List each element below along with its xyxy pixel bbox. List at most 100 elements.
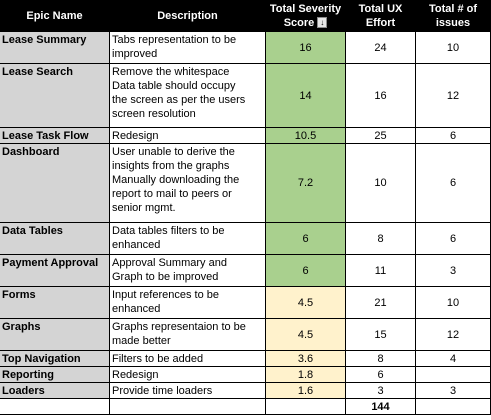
epic-name-cell-value: Loaders (2, 385, 45, 397)
header-total-severity[interactable]: Total Severity Score ↓ (266, 0, 346, 32)
ux-effort-cell[interactable]: 10 (346, 144, 416, 223)
epic-name-cell[interactable]: Dashboard (0, 144, 110, 223)
description-cell[interactable]: Input references to be enhanced (110, 287, 266, 319)
epic-name-cell[interactable]: Reporting (0, 367, 110, 383)
description-cell[interactable]: Filters to be added (110, 351, 266, 367)
header-epic-name[interactable]: Epic Name (0, 0, 110, 32)
sort-filter-icon[interactable]: ↓ (317, 17, 328, 29)
issues-cell[interactable] (416, 367, 491, 383)
issues-cell[interactable]: 4 (416, 351, 491, 367)
issues-cell[interactable]: 12 (416, 64, 491, 128)
ux-effort-cell[interactable]: 3 (346, 383, 416, 399)
description-cell[interactable]: Tabs representation to be improved (110, 32, 266, 64)
issues-cell[interactable]: 6 (416, 144, 491, 223)
epic-name-cell[interactable]: Forms (0, 287, 110, 319)
issues-cell[interactable]: 6 (416, 128, 491, 144)
severity-cell[interactable]: 4.5 (266, 287, 346, 319)
severity-cell-value: 7.2 (297, 177, 314, 189)
ux-effort-cell[interactable]: 25 (346, 128, 416, 144)
description-cell[interactable]: Redesign (110, 367, 266, 383)
total-empty-cell[interactable] (110, 399, 266, 415)
ux-effort-cell[interactable]: 15 (346, 319, 416, 351)
epic-name-cell[interactable]: Top Navigation (0, 351, 110, 367)
severity-cell-value: 10.5 (294, 129, 317, 142)
description-cell[interactable]: Remove the whitespace Data table should … (110, 64, 266, 128)
ux-effort-cell[interactable]: 11 (346, 255, 416, 287)
issues-cell-value: 12 (446, 328, 460, 341)
header-severity-line1: Total Severity (269, 2, 342, 15)
total-ux-effort-cell[interactable]: 144 (346, 399, 416, 415)
total-ux-effort-value: 144 (371, 400, 390, 413)
ux-effort-cell-value: 8 (377, 352, 384, 365)
severity-cell[interactable]: 3.6 (266, 351, 346, 367)
issues-cell[interactable]: 3 (416, 255, 491, 287)
ux-effort-cell[interactable]: 8 (346, 223, 416, 255)
epic-name-cell[interactable]: Data Tables (0, 223, 110, 255)
description-cell[interactable]: Provide time loaders (110, 383, 266, 399)
epic-name-cell[interactable]: Lease Search (0, 64, 110, 128)
epic-name-cell[interactable]: Loaders (0, 383, 110, 399)
severity-cell-value: 4.5 (297, 296, 314, 309)
description-cell-value: Tabs representation to be improved (112, 34, 237, 60)
description-cell-value: Redesign (112, 130, 159, 142)
epic-name-cell-value: Payment Approval (2, 257, 99, 269)
issues-cell-value: 12 (446, 89, 460, 102)
issues-cell[interactable]: 10 (416, 287, 491, 319)
description-cell[interactable]: Redesign (110, 128, 266, 144)
ux-effort-cell[interactable]: 6 (346, 367, 416, 383)
issues-cell[interactable]: 12 (416, 319, 491, 351)
description-cell[interactable]: Data tables filters to be enhanced (110, 223, 266, 255)
epic-name-cell-value: Forms (2, 289, 36, 301)
severity-cell[interactable]: 14 (266, 64, 346, 128)
ux-effort-cell-value: 16 (374, 89, 387, 102)
issues-cell[interactable]: 3 (416, 383, 491, 399)
ux-effort-cell[interactable]: 16 (346, 64, 416, 128)
epic-name-cell-value: Lease Summary (2, 34, 87, 46)
severity-cell[interactable]: 6 (266, 223, 346, 255)
epic-name-cell[interactable]: Lease Summary (0, 32, 110, 64)
severity-cell[interactable]: 10.5 (266, 128, 346, 144)
severity-cell[interactable]: 6 (266, 255, 346, 287)
severity-cell[interactable]: 1.6 (266, 383, 346, 399)
epic-name-cell[interactable]: Lease Task Flow (0, 128, 110, 144)
severity-cell[interactable]: 1.8 (266, 367, 346, 383)
epic-name-cell-value: Reporting (2, 369, 54, 381)
header-ux-line2: Effort (365, 16, 396, 29)
severity-cell-value: 16 (299, 41, 312, 54)
description-cell[interactable]: Graphs representaion to be made better (110, 319, 266, 351)
epic-name-cell-value: Lease Search (2, 66, 73, 78)
issues-cell-value: 10 (446, 296, 460, 309)
description-cell[interactable]: User unable to derive the insights from … (110, 144, 266, 223)
header-description[interactable]: Description (110, 0, 266, 32)
ux-effort-cell-value: 10 (374, 177, 387, 189)
header-total-issues[interactable]: Total # of issues (416, 0, 491, 32)
issues-cell[interactable]: 10 (416, 32, 491, 64)
epic-name-cell[interactable]: Graphs (0, 319, 110, 351)
total-empty-cell[interactable] (0, 399, 110, 415)
description-cell[interactable]: Approval Summary and Graph to be improve… (110, 255, 266, 287)
total-empty-cell[interactable] (416, 399, 491, 415)
description-cell-value: Provide time loaders (112, 385, 213, 397)
severity-cell[interactable]: 7.2 (266, 144, 346, 223)
description-cell-value: Data tables filters to be enhanced (112, 225, 225, 251)
epic-name-cell-value: Top Navigation (2, 353, 81, 365)
severity-cell[interactable]: 16 (266, 32, 346, 64)
ux-effort-cell-value: 24 (374, 41, 387, 54)
ux-effort-cell-value: 15 (374, 328, 387, 341)
epic-name-cell-value: Lease Task Flow (2, 130, 89, 142)
header-total-ux-effort[interactable]: Total UX Effort (346, 0, 416, 32)
epic-name-cell[interactable]: Payment Approval (0, 255, 110, 287)
epic-name-cell-value: Dashboard (2, 146, 60, 158)
ux-effort-cell[interactable]: 8 (346, 351, 416, 367)
ux-effort-cell[interactable]: 24 (346, 32, 416, 64)
severity-cell[interactable]: 4.5 (266, 319, 346, 351)
total-empty-cell[interactable] (266, 399, 346, 415)
issues-cell-value: 6 (449, 177, 457, 189)
severity-cell-value: 1.8 (297, 368, 314, 381)
issues-cell-value: 3 (449, 264, 457, 277)
ux-effort-cell[interactable]: 21 (346, 287, 416, 319)
severity-cell-value: 6 (302, 264, 309, 277)
issues-cell[interactable]: 6 (416, 223, 491, 255)
description-cell-value: User unable to derive the insights from … (112, 146, 240, 214)
